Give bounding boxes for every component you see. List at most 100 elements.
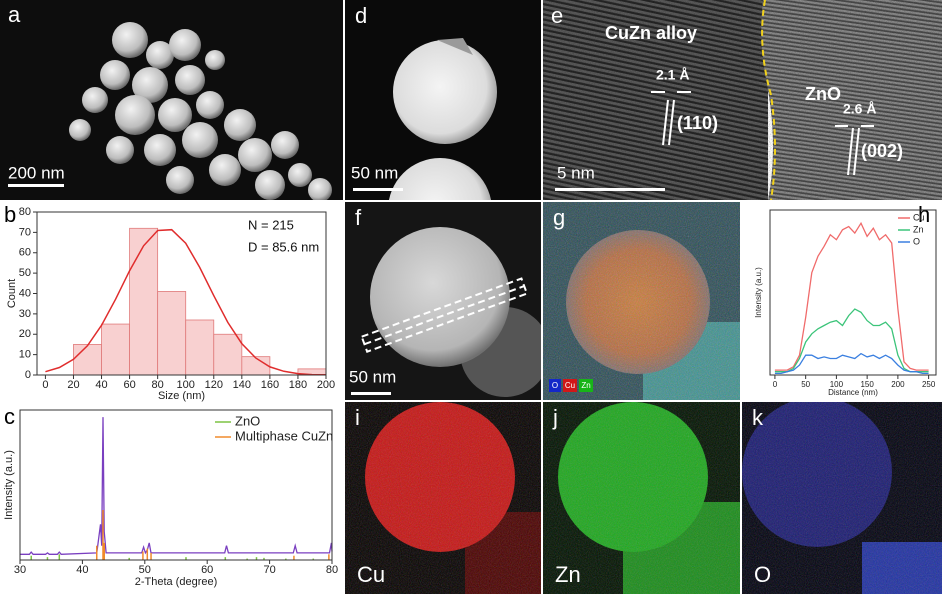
particles	[69, 22, 332, 200]
x-tick-label: 70	[263, 564, 275, 576]
plot-area	[774, 221, 929, 375]
bar	[73, 344, 102, 376]
legend-label: Zn	[913, 224, 924, 234]
scale-bar	[555, 188, 665, 191]
panel-label: g	[553, 205, 565, 230]
x-tick-label: 150	[860, 380, 874, 389]
y-tick-label: 10	[19, 349, 31, 361]
panel-a: 200 nm a	[0, 0, 343, 200]
bar	[157, 291, 187, 376]
fringe-marks	[651, 91, 874, 176]
scale-bar	[351, 392, 391, 395]
x-tick-label: 250	[922, 380, 936, 389]
scale-bar-label: 5 nm	[557, 163, 595, 182]
y-tick-label: 60	[19, 247, 31, 259]
x-axis-label: Distance (nm)	[828, 388, 878, 397]
panel-label: a	[8, 2, 21, 27]
x-tick-label: 50	[139, 564, 151, 576]
channel-label: Zn	[581, 381, 590, 390]
spacing-label: 2.6 Å	[843, 101, 876, 117]
scale-bar	[353, 188, 403, 191]
scale-bar-label: 50 nm	[351, 163, 398, 182]
series-line	[20, 417, 333, 555]
x-tick-label: 200	[317, 379, 335, 391]
element-label: O	[754, 562, 771, 587]
x-tick-label: 50	[801, 380, 810, 389]
panel-label: b	[4, 202, 16, 227]
scale-bar-label: 200 nm	[8, 163, 65, 182]
x-tick-label: 80	[152, 379, 164, 391]
y-tick-label: 70	[19, 226, 31, 238]
x-tick-label: 100	[830, 380, 844, 389]
x-axis-label: Size (nm)	[158, 390, 205, 402]
x-tick-label: 40	[95, 379, 107, 391]
y-tick-label: 30	[19, 308, 31, 320]
x-tick-label: 200	[891, 380, 905, 389]
particle-edge	[437, 38, 473, 55]
x-tick-label: 160	[261, 379, 279, 391]
plot-area	[45, 227, 327, 376]
channel-swatch	[563, 379, 577, 392]
interface	[761, 0, 776, 200]
panel-label: i	[355, 405, 360, 430]
legend-label: O	[913, 236, 920, 246]
spacing-label: 2.1 Å	[656, 67, 689, 83]
panel-label: e	[551, 3, 563, 28]
scale-bar-label: 50 nm	[349, 367, 396, 386]
x-tick-label: 100	[177, 379, 195, 391]
plane-label: (002)	[861, 141, 903, 161]
panel-j: Zn j	[543, 402, 740, 594]
bar	[241, 356, 271, 376]
plot-frame	[36, 211, 327, 376]
y-tick-label: 40	[19, 287, 31, 299]
legend-label: Multiphase CuZn	[235, 428, 333, 443]
noise	[543, 0, 942, 200]
x-tick-label: 180	[289, 379, 307, 391]
legend-label: ZnO	[235, 413, 260, 428]
panel-d: 50 nm d	[345, 0, 541, 200]
annotation: N = 215	[248, 217, 294, 232]
channel-label: O	[552, 381, 558, 390]
channel-swatch	[579, 379, 593, 392]
y-tick-label: 20	[19, 328, 31, 340]
particle	[393, 40, 497, 144]
series-line	[774, 352, 929, 375]
panel-e: CuZn alloy 2.1 Å (110) ZnO 2.6 Å (002) 5…	[543, 0, 942, 200]
panel-label: c	[4, 404, 15, 429]
x-tick-label: 30	[14, 564, 26, 576]
particle	[388, 158, 492, 200]
panel-k: O k	[742, 402, 942, 594]
bar	[185, 319, 215, 376]
scale-bar	[8, 184, 64, 187]
y-tick-label: 50	[19, 267, 31, 279]
line-scan-box	[360, 277, 529, 353]
channel-label: Cu	[565, 381, 575, 390]
noise	[742, 402, 942, 594]
panel-label: f	[355, 205, 362, 230]
panel-f: 50 nm f	[345, 202, 541, 400]
plot-frame	[769, 209, 937, 376]
noise	[345, 402, 541, 594]
y-axis-label: Intensity (a.u.)	[754, 267, 763, 318]
y-axis-label: Intensity (a.u.)	[3, 450, 15, 520]
annotation: D = 85.6 nm	[248, 239, 319, 254]
panel-label: k	[752, 405, 764, 430]
y-axis-label: Count	[6, 279, 18, 308]
bar	[129, 227, 159, 376]
plot-frame	[19, 409, 333, 561]
x-tick-label: 20	[67, 379, 79, 391]
x-axis-label: 2-Theta (degree)	[135, 576, 218, 588]
channel-swatch	[549, 379, 561, 392]
phase-label: ZnO	[805, 84, 841, 104]
x-tick-label: 60	[123, 379, 135, 391]
phase-label: CuZn alloy	[605, 23, 697, 43]
panel-i: Cu i	[345, 402, 541, 594]
element-label: Cu	[357, 562, 385, 587]
noise	[543, 202, 740, 400]
x-tick-label: 60	[201, 564, 213, 576]
bar	[101, 323, 130, 376]
y-tick-label: 80	[19, 206, 31, 218]
charts: b 0 20 40 60 80 100 120 140 160 180 200 0 10 20 30 40 50 6…	[3, 202, 937, 588]
series-line	[774, 221, 929, 371]
